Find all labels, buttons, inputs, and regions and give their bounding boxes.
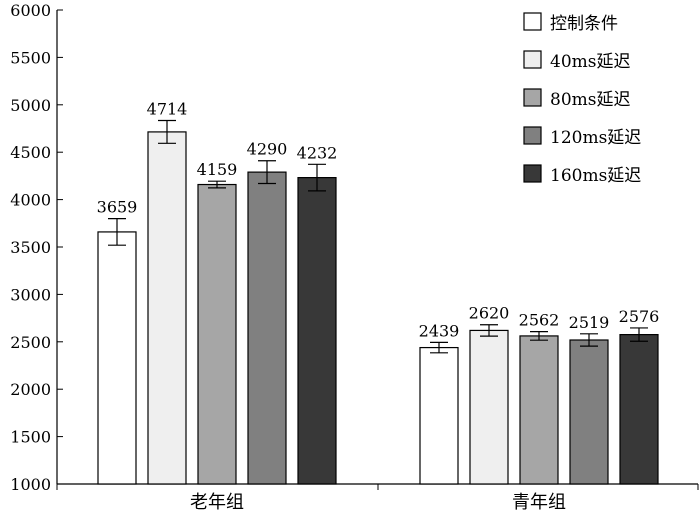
legend-swatch: [523, 50, 542, 69]
legend-label: 控制条件: [550, 14, 618, 34]
bar: [247, 171, 287, 485]
bar: [419, 346, 459, 485]
y-tick-label: 2000: [10, 380, 51, 399]
data-label: 2562: [519, 311, 560, 330]
bar: [469, 329, 509, 485]
y-tick-label: 5000: [10, 96, 51, 115]
y-tick-label: 5500: [10, 48, 51, 67]
legend-label: 80ms延迟: [550, 90, 630, 110]
legend-swatch: [523, 126, 542, 145]
data-label: 4232: [297, 143, 338, 162]
legend-label: 40ms延迟: [550, 52, 630, 72]
bar: [147, 131, 187, 485]
bar: [569, 339, 609, 485]
data-label: 2620: [469, 304, 510, 323]
y-tick-label: 3500: [10, 238, 51, 257]
data-label: 4714: [147, 100, 188, 119]
legend-label: 120ms延迟: [550, 128, 641, 148]
bar: [97, 231, 137, 485]
legend-label: 160ms延迟: [550, 166, 641, 186]
y-tick-label: 4500: [10, 143, 51, 162]
category-label: 老年组: [190, 492, 244, 513]
data-label: 2576: [619, 307, 660, 326]
legend-swatch: [523, 164, 542, 183]
y-tick-label: 1000: [10, 475, 51, 494]
axes: 1000 1500 2000 2500 3000 3500 4000 4500 5000 5500…: [10, 1, 699, 513]
bar: [619, 333, 659, 485]
y-tick-label: 3000: [10, 285, 51, 304]
data-label: 4290: [247, 140, 288, 159]
legend: 控制条件 40ms延迟 80ms延迟 120ms延迟 160ms延迟: [523, 12, 641, 186]
legend-swatch: [523, 12, 542, 31]
data-label: 2439: [419, 321, 460, 340]
y-tick-label: 2500: [10, 333, 51, 352]
bar: [197, 183, 237, 485]
category-label: 青年组: [512, 492, 566, 513]
y-tick-label: 1500: [10, 428, 51, 447]
legend-swatch: [523, 88, 542, 107]
data-label: 2519: [569, 313, 610, 332]
data-label: 4159: [197, 160, 238, 179]
y-tick-label: 4000: [10, 191, 51, 210]
data-labels: 3659 2439 4714 2620 4159 2562 4290 2519 4232 2576: [97, 100, 660, 341]
bar: [519, 335, 559, 485]
bars: [97, 119, 659, 485]
y-tick-label: 6000: [10, 1, 51, 20]
bar: [297, 177, 337, 485]
data-label: 3659: [97, 198, 138, 217]
